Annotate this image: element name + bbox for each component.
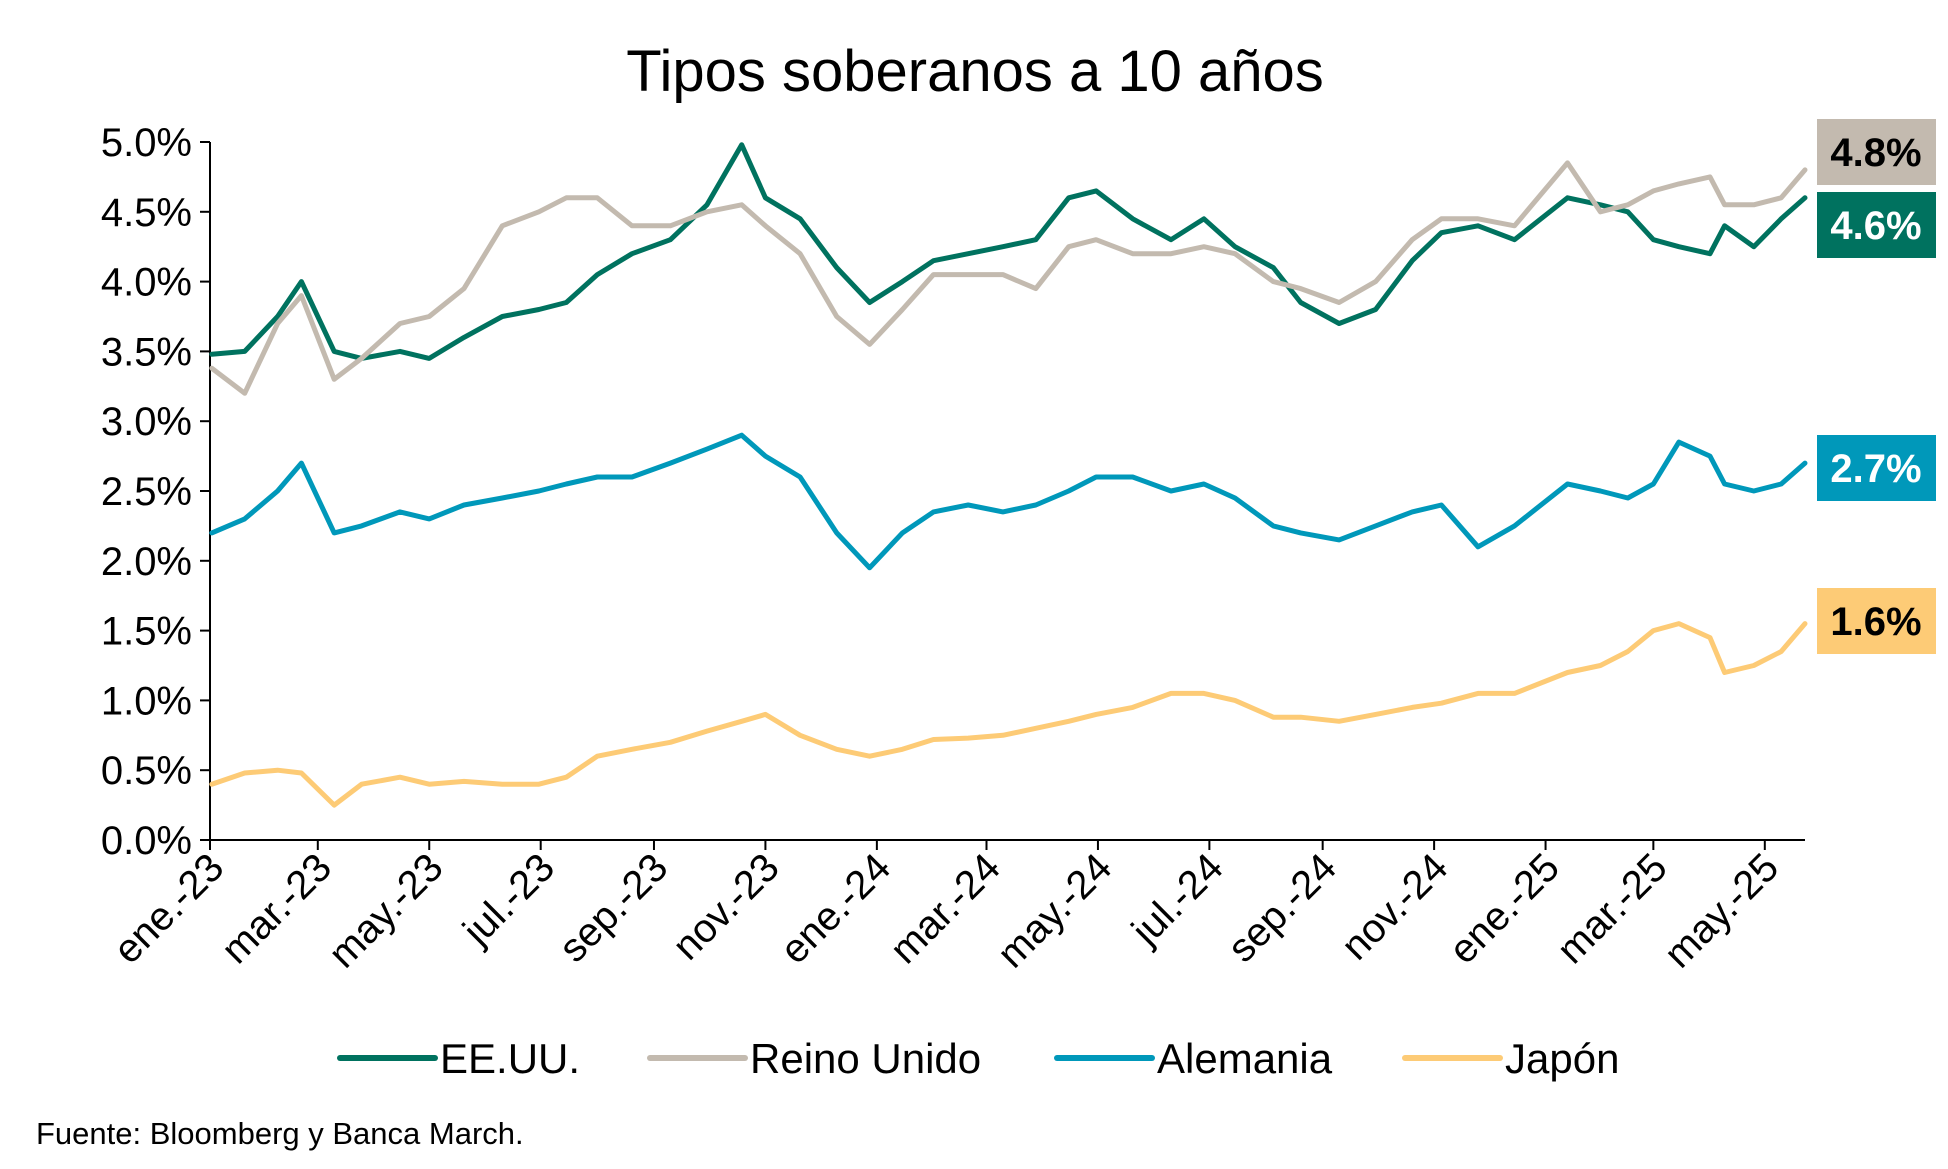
y-tick-label: 0.0% bbox=[101, 819, 192, 863]
end-label-text: 4.6% bbox=[1830, 204, 1921, 248]
chart-axes: 0.0% 0.5% 1.0% 1.5% 2.0% 2.5% 3.0% 3.5% 4.0% 4.5%… bbox=[101, 121, 1805, 976]
end-label-text: 2.7% bbox=[1830, 447, 1921, 491]
end-label-box bbox=[1817, 588, 1936, 654]
series-lines bbox=[209, 142, 1808, 808]
series-line-jap-n bbox=[209, 621, 1808, 808]
source-note: Fuente: Bloomberg y Banca March. bbox=[36, 1116, 524, 1151]
end-label-box bbox=[1817, 119, 1936, 185]
y-tick-label: 4.0% bbox=[101, 261, 192, 305]
end-label-text: 1.6% bbox=[1830, 600, 1921, 644]
x-tick-label: ene.-25 bbox=[1441, 845, 1568, 972]
end-label-box bbox=[1817, 435, 1936, 501]
series-line-alemania bbox=[209, 432, 1808, 571]
y-tick-label: 1.5% bbox=[101, 610, 192, 654]
x-tick-label: ene.-24 bbox=[772, 845, 899, 972]
x-tick-label: ene.-23 bbox=[105, 845, 232, 972]
legend-label: Japón bbox=[1505, 1035, 1619, 1082]
x-tick-label: jul.-24 bbox=[1123, 845, 1232, 954]
x-tick-label: may.-24 bbox=[989, 845, 1120, 976]
end-label-box bbox=[1817, 192, 1936, 258]
x-tick-label: nov.-24 bbox=[1333, 845, 1456, 968]
x-tick-label: jul.-23 bbox=[454, 845, 563, 954]
chart-title: Tipos soberanos a 10 años bbox=[626, 39, 1324, 104]
legend: EE.UU. Reino Unido Alemania Japón bbox=[337, 1035, 1619, 1082]
legend-label: Alemania bbox=[1157, 1035, 1333, 1082]
series-line-reino-unido bbox=[209, 160, 1808, 396]
y-tick-label: 5.0% bbox=[101, 121, 192, 165]
x-tick-label: nov.-23 bbox=[664, 845, 787, 968]
y-tick-label: 2.0% bbox=[101, 540, 192, 584]
y-tick-label: 2.5% bbox=[101, 470, 192, 514]
legend-label: Reino Unido bbox=[750, 1035, 981, 1082]
x-tick-label: sep.-23 bbox=[551, 845, 676, 970]
y-tick-label: 0.5% bbox=[101, 749, 192, 793]
y-tick-label: 3.5% bbox=[101, 330, 192, 374]
x-tick-label: sep.-24 bbox=[1220, 845, 1345, 970]
x-tick-label: may.-23 bbox=[320, 845, 451, 976]
y-tick-label: 3.0% bbox=[101, 400, 192, 444]
end-label-text: 4.8% bbox=[1830, 131, 1921, 175]
legend-label: EE.UU. bbox=[440, 1035, 580, 1082]
series-line-ee-uu- bbox=[209, 142, 1808, 361]
x-tick-label: mar.-24 bbox=[882, 845, 1009, 972]
x-tick-label: mar.-25 bbox=[1549, 845, 1676, 972]
x-tick-label: may.-25 bbox=[1656, 845, 1787, 976]
y-tick-label: 1.0% bbox=[101, 679, 192, 723]
end-value-labels: 4.8% 4.6% 2.7% 1.6% bbox=[1817, 119, 1936, 654]
y-tick-label: 4.5% bbox=[101, 191, 192, 235]
x-tick-label: mar.-23 bbox=[213, 845, 340, 972]
